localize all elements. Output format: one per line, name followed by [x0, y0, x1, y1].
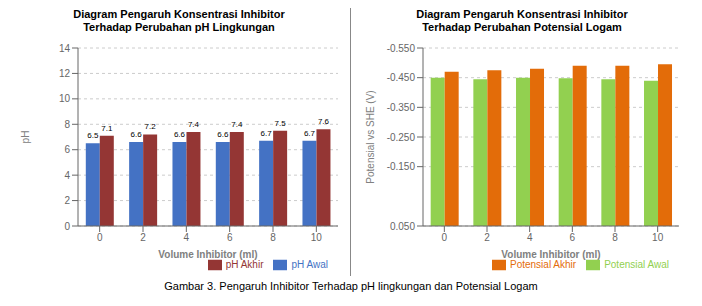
svg-text:2: 2 [64, 195, 70, 206]
svg-text:7.5: 7.5 [275, 119, 287, 128]
svg-text:10: 10 [652, 232, 664, 243]
html-text:Diagram Pengaruh Konsentrasi I: Diagram Pengaruh Konsentrasi Inhibitor T… [73, 8, 285, 33]
svg-text:6: 6 [64, 144, 70, 155]
html-text:pH Awal: pH Awal [291, 258, 328, 270]
svg-text:7.2: 7.2 [145, 122, 157, 131]
svg-text:Volume Inhibitor (ml): Volume Inhibitor (ml) [158, 249, 257, 260]
svg-text:14: 14 [59, 43, 71, 54]
svg-text:6: 6 [570, 232, 576, 243]
html-text:Potensial Akhir: Potensial Akhir [510, 258, 577, 270]
svg-text:4: 4 [184, 232, 190, 243]
svg-text:0: 0 [64, 221, 70, 232]
svg-text:6.6: 6.6 [174, 130, 186, 139]
svg-text:6.6: 6.6 [131, 130, 143, 139]
svg-text:6.7: 6.7 [304, 129, 316, 138]
svg-text:2: 2 [484, 232, 490, 243]
svg-text:8: 8 [270, 232, 276, 243]
svg-text:-0.150: -0.150 [387, 161, 416, 172]
svg-text:0: 0 [97, 232, 103, 243]
svg-text:8: 8 [64, 119, 70, 130]
html-text:Gambar 3. Pengaruh Inhibitor T: Gambar 3. Pengaruh Inhibitor Terhadap pH… [164, 280, 538, 292]
svg-text:-0.350: -0.350 [387, 102, 416, 113]
svg-text:6.5: 6.5 [87, 131, 99, 140]
svg-text:6: 6 [227, 232, 233, 243]
svg-text:7.4: 7.4 [231, 120, 243, 129]
svg-text:0.050: 0.050 [390, 221, 415, 232]
svg-text:-0.450: -0.450 [387, 72, 416, 83]
svg-text:4: 4 [527, 232, 533, 243]
svg-text:6.7: 6.7 [261, 129, 273, 138]
svg-text:4: 4 [64, 170, 70, 181]
svg-text:12: 12 [59, 68, 71, 79]
svg-text:-0.550: -0.550 [387, 43, 416, 54]
svg-text:Potensial vs SHE (V): Potensial vs SHE (V) [365, 90, 376, 183]
svg-text:-0.250: -0.250 [387, 132, 416, 143]
html-text:Potensial Awal: Potensial Awal [604, 258, 669, 270]
svg-text:10: 10 [311, 232, 323, 243]
html-text:pH Akhir: pH Akhir [225, 258, 264, 270]
svg-text:Volume Inhibitor (ml): Volume Inhibitor (ml) [501, 249, 600, 260]
svg-text:pH: pH [20, 131, 31, 144]
svg-text:10: 10 [59, 93, 71, 104]
svg-text:6.6: 6.6 [217, 130, 229, 139]
svg-text:2: 2 [140, 232, 146, 243]
html-text:Diagram Pengaruh Konsentrasi I: Diagram Pengaruh Konsentrasi Inhibitor T… [416, 8, 628, 33]
svg-text:7.4: 7.4 [188, 120, 200, 129]
svg-text:8: 8 [612, 232, 618, 243]
svg-text:7.6: 7.6 [318, 117, 330, 126]
svg-text:7.1: 7.1 [101, 124, 113, 133]
svg-text:0: 0 [442, 232, 448, 243]
